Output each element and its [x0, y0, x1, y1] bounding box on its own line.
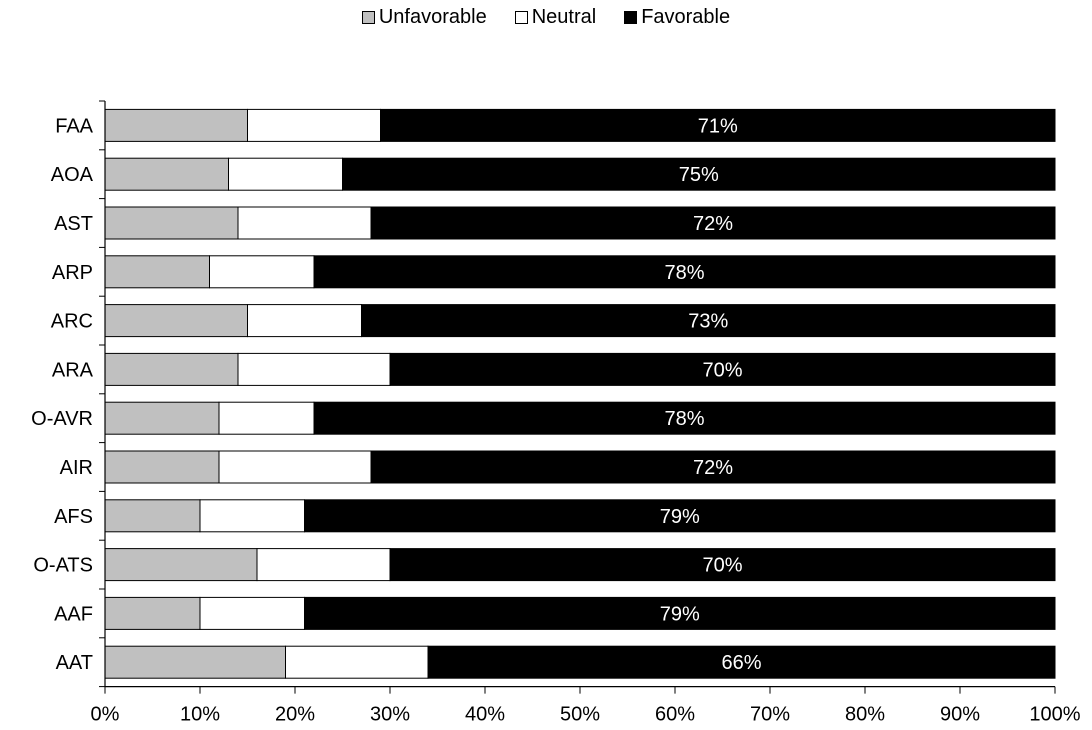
bar-segment-favorable	[370, 206, 1056, 240]
bar-segment-unfavorable	[104, 401, 220, 435]
legend-item-neutral: Neutral	[514, 6, 597, 29]
bar-segment-unfavorable	[104, 108, 248, 142]
bar-segment-neutral	[199, 499, 305, 533]
bar-segment-favorable	[361, 304, 1056, 338]
bar-segment-neutral	[285, 645, 429, 679]
bar-segment-favorable	[427, 645, 1056, 679]
x-tick-label: 20%	[275, 704, 315, 726]
y-tick-label: AAT	[56, 652, 93, 674]
bar-segment-unfavorable	[104, 352, 239, 386]
y-tick-label: AOA	[51, 164, 94, 186]
bar-segment-unfavorable	[104, 157, 229, 191]
data-label: 78%	[664, 408, 704, 430]
data-label: 70%	[702, 359, 742, 381]
x-tick-label: 0%	[91, 704, 120, 726]
bar-segment-neutral	[256, 548, 391, 582]
bar-segment-unfavorable	[104, 645, 286, 679]
legend-item-unfavorable: Unfavorable	[361, 6, 487, 29]
y-tick-label: AFS	[54, 506, 93, 528]
legend-swatch-unfavorable	[361, 11, 375, 24]
bar-segment-neutral	[247, 304, 362, 338]
bar-segment-unfavorable	[104, 255, 210, 289]
bar-segment-unfavorable	[104, 450, 220, 484]
x-tick-label: 10%	[180, 704, 220, 726]
bar-segment-neutral	[237, 206, 372, 240]
bar-segment-unfavorable	[104, 596, 201, 630]
x-tick-label: 30%	[370, 704, 410, 726]
y-tick-label: ARP	[52, 262, 93, 284]
data-label: 73%	[688, 311, 728, 333]
x-tick-label: 50%	[560, 704, 600, 726]
data-label: 70%	[702, 555, 742, 577]
y-tick-label: FAA	[55, 115, 93, 137]
data-label: 78%	[664, 262, 704, 284]
x-tick-label: 80%	[845, 704, 885, 726]
bar-segment-unfavorable	[104, 499, 201, 533]
bar-segment-unfavorable	[104, 548, 258, 582]
legend-swatch-favorable	[624, 11, 638, 24]
y-tick-label: AAF	[54, 603, 93, 625]
bar-segment-unfavorable	[104, 206, 239, 240]
data-label: 72%	[693, 457, 733, 479]
bar-segment-neutral	[228, 157, 343, 191]
bar-segment-favorable	[389, 352, 1056, 386]
data-label: 79%	[660, 603, 700, 625]
y-tick-label: O-AVR	[31, 408, 93, 430]
bar-segment-neutral	[199, 596, 305, 630]
bar-segment-neutral	[218, 450, 372, 484]
bar-segment-favorable	[313, 255, 1056, 289]
bar-segment-favorable	[304, 499, 1056, 533]
bar-segment-favorable	[304, 596, 1056, 630]
data-label: 71%	[698, 115, 738, 137]
bar-segment-neutral	[237, 352, 391, 386]
bar-segment-neutral	[218, 401, 315, 435]
x-tick-label: 70%	[750, 704, 790, 726]
legend-label-neutral: Neutral	[531, 6, 597, 28]
data-label: 79%	[660, 506, 700, 528]
data-label: 75%	[679, 164, 719, 186]
x-tick-label: 90%	[940, 704, 980, 726]
bar-segment-favorable	[389, 548, 1056, 582]
bar-segment-neutral	[247, 108, 381, 142]
y-tick-label: AST	[54, 213, 93, 235]
bar-segment-favorable	[380, 108, 1056, 142]
data-label: 72%	[693, 213, 733, 235]
y-tick-label: O-ATS	[33, 555, 93, 577]
legend-item-favorable: Favorable	[624, 6, 730, 29]
y-tick-label: ARA	[52, 359, 94, 381]
legend-swatch-neutral	[514, 11, 528, 24]
bar-segment-neutral	[209, 255, 315, 289]
bar-segment-favorable	[342, 157, 1056, 191]
chart-legend: Unfavorable Neutral Favorable	[0, 6, 1092, 29]
bar-segment-unfavorable	[104, 304, 248, 338]
bar-segment-favorable	[313, 401, 1056, 435]
bar-segment-favorable	[370, 450, 1056, 484]
x-tick-label: 60%	[655, 704, 695, 726]
y-tick-label: AIR	[60, 457, 93, 479]
legend-label-favorable: Favorable	[641, 6, 731, 28]
legend-label-unfavorable: Unfavorable	[378, 6, 487, 28]
x-tick-label: 100%	[1029, 704, 1080, 726]
data-label: 66%	[721, 652, 761, 674]
x-tick-label: 40%	[465, 704, 505, 726]
y-tick-label: ARC	[51, 311, 93, 333]
